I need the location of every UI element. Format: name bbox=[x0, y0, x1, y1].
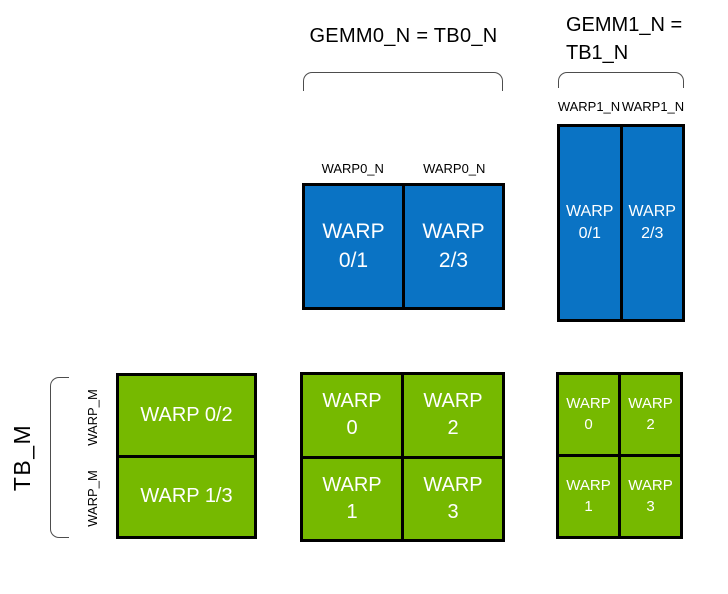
warp-m-row-label-top-wrap: WARP_M bbox=[76, 377, 108, 457]
warp-cell-line2: 0/1 bbox=[578, 225, 601, 242]
warp-m-row-label-top: WARP_M bbox=[84, 388, 100, 446]
warp-cell: WARP 0 bbox=[559, 375, 618, 454]
warp-cell: WARP 2 bbox=[621, 375, 680, 454]
warp-cell: WARP 1 bbox=[303, 458, 401, 539]
warp-cell-line1: WARP bbox=[566, 395, 611, 413]
warp-cell-line1: WARP bbox=[423, 473, 483, 496]
warp-cell-line1: WARP bbox=[322, 220, 385, 244]
warp-cell-line2: 2 bbox=[646, 415, 655, 433]
warp-cell-line1: WARP 1/3 bbox=[140, 485, 233, 508]
gemm1-n-title-line1: GEMM1_N = bbox=[566, 14, 683, 36]
tb-m-side-label-wrap: TB_M bbox=[0, 398, 46, 516]
warp0-n-label-left: WARP0_N bbox=[321, 161, 384, 176]
warp-cell: WARP 0/1 bbox=[560, 127, 620, 319]
warp-m-row-label-bottom-wrap: WARP_M bbox=[76, 458, 108, 538]
warp-m-row-label-bottom: WARP_M bbox=[84, 469, 100, 527]
warp1-n-column-labels: WARP1_N WARP1_N bbox=[557, 99, 685, 114]
warp-cell-line1: WARP bbox=[566, 203, 614, 221]
gemm0-accumulator-tile-green: WARP 0 WARP 2 WARP 1 WARP 3 bbox=[300, 372, 505, 542]
warp-cell-line1: WARP bbox=[322, 390, 382, 413]
warp0-n-label-right: WARP0_N bbox=[423, 161, 486, 176]
tb-m-warp-tile-green: WARP 0/2 WARP 1/3 bbox=[116, 373, 257, 539]
tb-m-extent-bracket bbox=[50, 377, 69, 538]
gemm0-n-extent-bracket bbox=[303, 72, 503, 91]
warp-cell-line2: 3 bbox=[447, 500, 459, 523]
warp-cell: WARP 2/3 bbox=[622, 127, 682, 319]
warp-cell-line1: WARP bbox=[322, 473, 382, 496]
gemm1-warp-tile-blue: WARP 0/1 WARP 2/3 bbox=[557, 124, 685, 322]
warp-cell-line1: WARP bbox=[628, 477, 673, 495]
warp-cell: WARP 0/2 bbox=[119, 376, 254, 455]
warp-cell-line2: 0/1 bbox=[338, 248, 369, 272]
warp-cell-line2: 2 bbox=[447, 417, 459, 440]
warp-cell-line1: WARP bbox=[423, 390, 483, 413]
warp-cell: WARP 0 bbox=[303, 375, 401, 456]
gemm1-n-extent-bracket bbox=[558, 72, 684, 88]
gemm0-warp-tile-blue: WARP 0/1 WARP 2/3 bbox=[302, 183, 505, 310]
warp-cell-line1: WARP 0/2 bbox=[140, 403, 233, 426]
warp-cell-line1: WARP bbox=[422, 220, 485, 244]
warp-cell: WARP 0/1 bbox=[305, 186, 402, 307]
warp-cell: WARP 3 bbox=[621, 457, 680, 536]
warp-cell-line2: 1 bbox=[346, 500, 358, 523]
warp1-n-label-right: WARP1_N bbox=[621, 99, 685, 114]
warp-cell: WARP 2/3 bbox=[405, 186, 502, 307]
warp-cell-line1: WARP bbox=[628, 395, 673, 413]
warp-cell: WARP 1 bbox=[559, 457, 618, 536]
warp1-n-label-left: WARP1_N bbox=[557, 99, 621, 114]
warp-cell-line1: WARP bbox=[566, 477, 611, 495]
warp-cell-line2: 3 bbox=[646, 497, 655, 515]
warp-cell-line2: 0 bbox=[584, 415, 593, 433]
tb-m-side-label: TB_M bbox=[9, 423, 36, 491]
warp-cell: WARP 3 bbox=[404, 458, 502, 539]
warp-cell-line1: WARP bbox=[628, 203, 676, 221]
gemm1-accumulator-tile-green: WARP 0 WARP 2 WARP 1 WARP 3 bbox=[556, 372, 683, 539]
gemm0-n-title: GEMM0_N = TB0_N bbox=[309, 25, 498, 47]
gemm1-n-title: GEMM1_N = TB1_N bbox=[566, 11, 706, 67]
warp-cell: WARP 1/3 bbox=[119, 457, 254, 536]
warp-cell-line2: 2/3 bbox=[641, 225, 664, 242]
warp-cell-line2: 0 bbox=[346, 417, 358, 440]
gemm1-n-title-line2: TB1_N bbox=[566, 42, 629, 64]
warp-cell: WARP 2 bbox=[404, 375, 502, 456]
warp-cell-line2: 1 bbox=[584, 497, 593, 515]
warp-cell-line2: 2/3 bbox=[438, 248, 469, 272]
warp0-n-column-labels: WARP0_N WARP0_N bbox=[302, 161, 505, 176]
